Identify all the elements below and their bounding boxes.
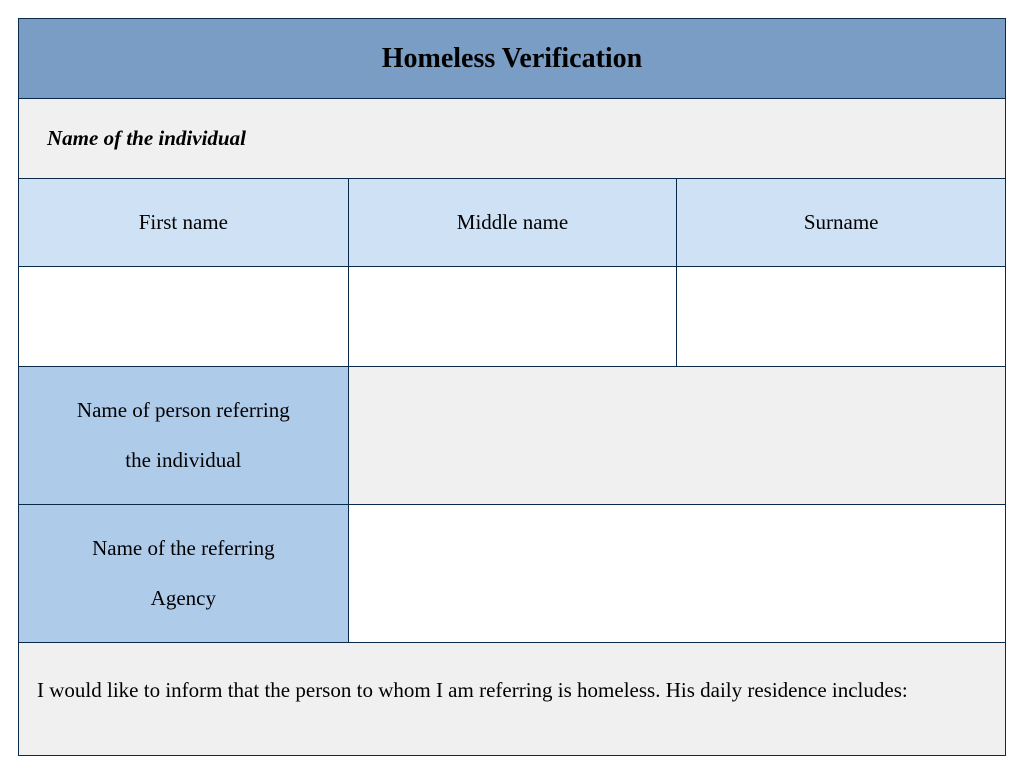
section-row: Name of the individual xyxy=(19,99,1006,179)
name-inputs-row xyxy=(19,267,1006,367)
agency-label-line1: Name of the referring xyxy=(29,523,338,573)
statement-text: I would like to inform that the person t… xyxy=(19,642,1006,755)
agency-label-line2: Agency xyxy=(29,573,338,623)
referrer-field[interactable] xyxy=(348,367,1005,505)
first-name-field[interactable] xyxy=(19,267,349,367)
agency-label: Name of the referring Agency xyxy=(19,504,349,642)
referrer-label: Name of person referring the individual xyxy=(19,367,349,505)
section-label: Name of the individual xyxy=(19,99,1006,179)
referrer-label-line2: the individual xyxy=(29,435,338,485)
agency-field[interactable] xyxy=(348,504,1005,642)
col-middle-name: Middle name xyxy=(348,179,677,267)
middle-name-field[interactable] xyxy=(348,267,677,367)
surname-field[interactable] xyxy=(677,267,1006,367)
statement-row: I would like to inform that the person t… xyxy=(19,642,1006,755)
form-title: Homeless Verification xyxy=(19,19,1006,99)
agency-row: Name of the referring Agency xyxy=(19,504,1006,642)
referrer-label-line1: Name of person referring xyxy=(29,385,338,435)
referrer-row: Name of person referring the individual xyxy=(19,367,1006,505)
title-row: Homeless Verification xyxy=(19,19,1006,99)
verification-form-table: Homeless Verification Name of the indivi… xyxy=(18,18,1006,756)
column-headers-row: First name Middle name Surname xyxy=(19,179,1006,267)
col-surname: Surname xyxy=(677,179,1006,267)
col-first-name: First name xyxy=(19,179,349,267)
